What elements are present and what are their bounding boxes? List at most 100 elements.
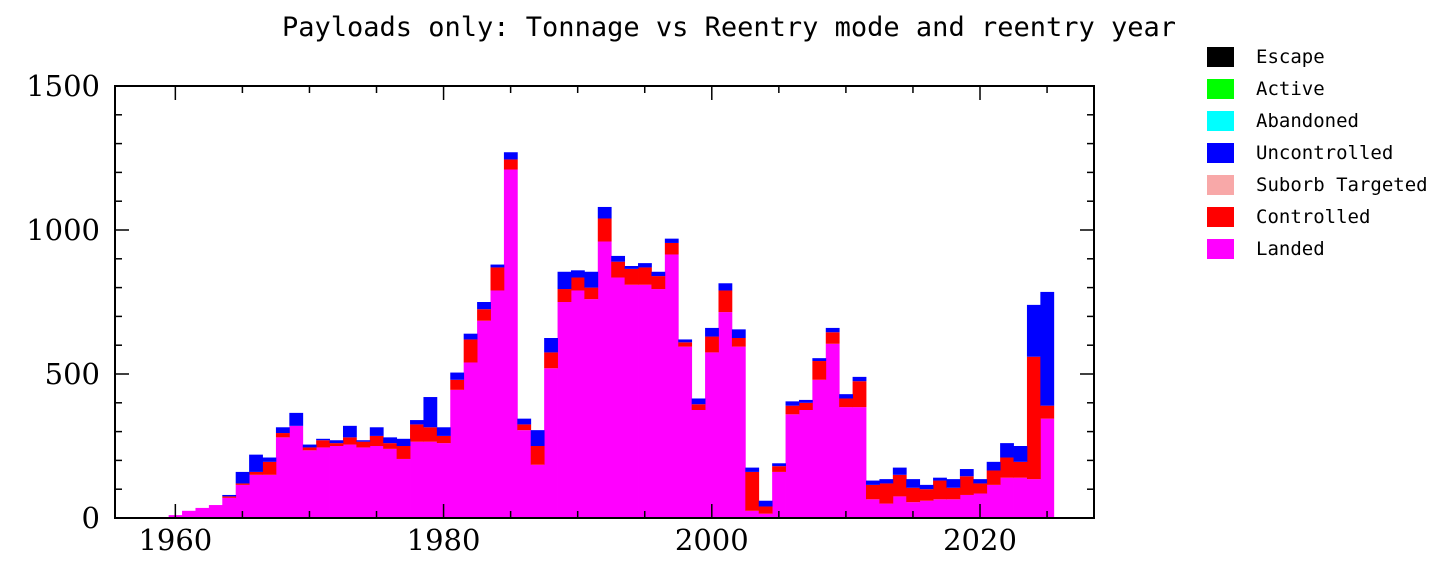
bar-controlled-2025 (1040, 405, 1055, 419)
bar-controlled-1980 (436, 435, 451, 444)
bar-uncontrolled-1972 (329, 440, 344, 444)
bar-landed-1963 (208, 505, 223, 518)
x-tick-label-2020: 2020 (943, 523, 1017, 557)
bar-controlled-1966 (249, 471, 263, 475)
bar-controlled-1999 (691, 404, 706, 410)
bar-uncontrolled-1982 (463, 333, 478, 340)
bar-uncontrolled-1975 (369, 427, 384, 436)
bar-landed-2011 (852, 407, 867, 518)
bar-uncontrolled-2021 (986, 461, 1001, 471)
bar-controlled-1978 (410, 424, 424, 442)
bar-controlled-2023 (1013, 461, 1028, 478)
bar-uncontrolled-1970 (302, 444, 317, 448)
bar-controlled-2017 (933, 480, 947, 500)
bar-controlled-1972 (329, 443, 344, 446)
bar-landed-1976 (383, 448, 398, 518)
y-tick-label-1000: 1000 (26, 213, 100, 247)
bar-landed-2005 (772, 471, 786, 518)
bar-controlled-1998 (678, 342, 693, 347)
bar-area (155, 152, 1055, 519)
bar-controlled-1995 (638, 267, 652, 285)
bar-landed-1995 (638, 284, 652, 518)
bar-controlled-2006 (785, 405, 800, 415)
bar-landed-2002 (731, 346, 746, 518)
bar-uncontrolled-1993 (611, 255, 626, 262)
bar-controlled-1975 (369, 435, 384, 446)
legend-label-active: Active (1256, 78, 1325, 100)
bar-landed-1964 (222, 497, 237, 518)
bar-uncontrolled-1984 (490, 264, 505, 268)
legend-swatch-abandoned (1207, 111, 1234, 131)
bar-controlled-1967 (262, 461, 277, 475)
legend-label-uncontrolled: Uncontrolled (1256, 142, 1393, 164)
bar-uncontrolled-1996 (651, 271, 666, 277)
bar-uncontrolled-1994 (624, 266, 639, 269)
bar-uncontrolled-2015 (906, 479, 921, 488)
bar-controlled-1986 (517, 424, 532, 431)
bar-uncontrolled-2003 (745, 467, 760, 472)
bar-landed-2018 (946, 499, 961, 518)
bar-landed-1989 (557, 302, 572, 518)
chart-title: Payloads only: Tonnage vs Reentry mode a… (282, 12, 1176, 43)
bar-landed-2009 (825, 343, 840, 518)
x-tick-label-1980: 1980 (407, 523, 481, 557)
bar-uncontrolled-2012 (866, 480, 880, 485)
bar-landed-2007 (798, 410, 813, 518)
bar-landed-1987 (530, 464, 545, 518)
bar-uncontrolled-2005 (772, 463, 786, 467)
bar-uncontrolled-2013 (879, 479, 894, 484)
bar-landed-2008 (812, 379, 827, 518)
bar-controlled-2001 (718, 290, 733, 313)
bar-landed-1974 (356, 447, 371, 518)
legend-label-escape: Escape (1256, 46, 1325, 68)
bar-landed-2023 (1013, 477, 1028, 518)
bar-landed-1996 (651, 289, 666, 518)
bar-uncontrolled-1976 (383, 437, 398, 444)
bar-controlled-1985 (503, 159, 518, 170)
bar-controlled-1981 (450, 379, 465, 390)
bar-landed-2010 (839, 407, 853, 518)
legend: Escape Active Abandoned Uncontrolled Suborb … (1207, 46, 1428, 260)
bar-uncontrolled-2004 (758, 500, 773, 507)
bar-controlled-1983 (477, 309, 491, 321)
bar-controlled-2010 (839, 398, 853, 408)
bar-uncontrolled-1983 (477, 302, 491, 310)
legend-swatch-active (1207, 79, 1234, 99)
bar-landed-1991 (584, 299, 599, 518)
bar-landed-1981 (450, 389, 465, 518)
bar-landed-1978 (410, 441, 424, 518)
bar-controlled-2003 (745, 471, 760, 511)
bar-controlled-1968 (275, 433, 290, 438)
bar-landed-1970 (302, 450, 317, 518)
bar-controlled-2020 (973, 483, 988, 494)
bar-landed-1992 (597, 241, 612, 518)
bar-landed-1988 (544, 368, 558, 518)
bar-landed-1975 (369, 446, 384, 518)
legend-label-abandoned: Abandoned (1256, 110, 1359, 132)
bar-controlled-2002 (731, 338, 746, 347)
legend-label-landed: Landed (1256, 238, 1325, 260)
bar-landed-2014 (892, 496, 907, 518)
bar-landed-1998 (678, 346, 693, 518)
bar-controlled-2009 (825, 332, 840, 344)
bar-landed-2013 (879, 503, 894, 518)
bar-uncontrolled-2014 (892, 467, 907, 475)
bar-landed-1968 (275, 437, 290, 518)
bar-uncontrolled-2022 (1000, 443, 1014, 458)
bar-landed-2001 (718, 312, 733, 518)
bar-controlled-2004 (758, 506, 773, 514)
bar-controlled-1984 (490, 267, 505, 291)
bar-uncontrolled-2019 (959, 469, 974, 477)
bar-landed-2006 (785, 414, 800, 518)
bar-controlled-1988 (544, 352, 558, 369)
bar-landed-2004 (758, 513, 773, 518)
bar-uncontrolled-2025 (1040, 291, 1055, 406)
bar-uncontrolled-2001 (718, 283, 733, 291)
bar-controlled-2011 (852, 381, 867, 408)
bar-uncontrolled-1964 (222, 494, 237, 497)
bar-landed-1961 (182, 510, 196, 518)
bar-uncontrolled-1997 (664, 238, 679, 243)
y-tick-label-500: 500 (45, 357, 100, 391)
bar-controlled-2021 (986, 470, 1001, 485)
bar-uncontrolled-2023 (1013, 446, 1028, 462)
